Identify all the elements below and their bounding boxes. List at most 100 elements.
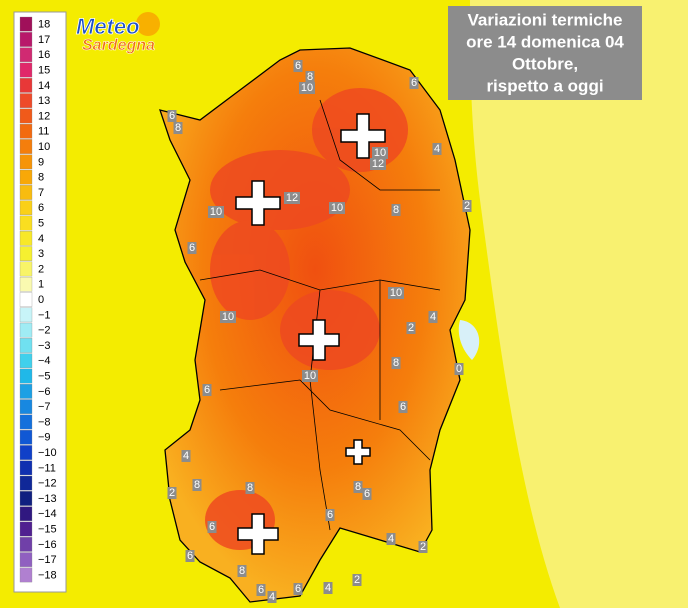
contour-label: 6: [258, 584, 264, 596]
label-box: [362, 488, 372, 500]
contour-label: 6: [295, 583, 301, 595]
label-box: [454, 363, 464, 375]
legend-label: 13: [38, 95, 50, 107]
label-box: [245, 482, 255, 494]
legend-swatch: [19, 475, 33, 491]
label-box: [370, 158, 386, 170]
logo-sun: [136, 12, 160, 36]
label-box: [256, 584, 266, 596]
contour-label: 6: [189, 242, 195, 254]
contour-label: 6: [327, 509, 333, 521]
label-box: [323, 582, 333, 594]
label-box: [428, 311, 438, 323]
legend-label: 0: [38, 294, 44, 306]
legend: 1817161514131211109876543210−1−2−3−4−5−6…: [19, 16, 57, 583]
contour-label: 4: [183, 450, 189, 462]
label-box: [388, 287, 404, 299]
label-box: [167, 487, 177, 499]
label-box: [353, 481, 363, 493]
contour-label: 12: [372, 158, 384, 170]
title-box: [448, 6, 642, 100]
logo: Meteo Sardegna: [76, 12, 160, 54]
legend-label: 17: [38, 34, 50, 46]
legend-label: −14: [38, 508, 57, 520]
contour-label: 4: [430, 311, 436, 323]
contour-label: 6: [169, 110, 175, 122]
sea-east: [470, 0, 688, 608]
label-box: [185, 550, 195, 562]
legend-label: 10: [38, 141, 50, 153]
legend-swatch: [19, 506, 33, 522]
legend-label: 4: [38, 233, 44, 245]
legend-swatch: [19, 460, 33, 476]
legend-swatch: [19, 537, 33, 552]
legend-swatch: [19, 399, 33, 414]
label-box: [207, 521, 217, 533]
label-box: [406, 322, 416, 334]
legend-label: −11: [38, 462, 56, 474]
contour-label: 4: [269, 591, 275, 603]
contour-label: 4: [325, 582, 331, 594]
legend-swatch: [19, 185, 33, 200]
contour-label: 10: [390, 287, 402, 299]
cool-area: [458, 320, 480, 360]
contour-label: 8: [355, 481, 361, 493]
legend-label: 11: [38, 126, 49, 138]
title-line: Variazioni termiche: [468, 10, 623, 29]
label-box: [293, 583, 303, 595]
contour-label: 8: [393, 357, 399, 369]
legend-swatch: [19, 32, 33, 47]
contour-label: 6: [295, 60, 301, 72]
label-box: [284, 192, 300, 204]
contour-label: 6: [400, 401, 406, 413]
label-box: [202, 384, 212, 396]
contour-label: 6: [209, 521, 215, 533]
title-line: rispetto a oggi: [486, 76, 603, 95]
legend-swatch: [19, 261, 33, 277]
legend-swatch: [19, 169, 33, 185]
legend-swatch: [19, 338, 33, 353]
label-box: [299, 82, 315, 94]
legend-label: 15: [38, 64, 50, 76]
contour-label: 8: [247, 482, 253, 494]
legend-label: −13: [38, 493, 57, 505]
legend-label: 14: [38, 80, 50, 92]
legend-label: −2: [38, 325, 51, 337]
contour-label: 12: [286, 192, 298, 204]
title-line: ore 14 domenica 04: [466, 32, 624, 51]
contour-label: 8: [307, 71, 313, 83]
label-box: [462, 200, 472, 212]
legend-swatch: [19, 78, 33, 93]
legend-swatch: [19, 123, 33, 139]
label-box: [293, 60, 303, 72]
title-line: Ottobre,: [512, 54, 578, 73]
title: Variazioni termiche ore 14 domenica 04 Ott…: [466, 10, 624, 95]
legend-swatch: [19, 108, 33, 124]
contour-label: 8: [194, 479, 200, 491]
contour-label: 8: [175, 122, 181, 134]
contour-label: 10: [301, 82, 313, 94]
legend-label: −10: [38, 447, 57, 459]
logo-text: Sardegna: [82, 37, 155, 54]
contour-label: 10: [374, 147, 386, 159]
legend-label: 18: [38, 19, 50, 31]
legend-label: −12: [38, 478, 57, 490]
plus-signs: [235, 113, 386, 555]
contour-label: 2: [354, 574, 360, 586]
contour-label: 2: [464, 200, 470, 212]
legend-label: −16: [38, 539, 57, 551]
contour-label: 0: [456, 363, 462, 375]
legend-label: 1: [38, 279, 44, 291]
label-box: [329, 202, 345, 214]
legend-swatch: [19, 292, 33, 307]
label-box: [391, 204, 401, 216]
legend-label: −4: [38, 355, 51, 367]
legend-label: −9: [38, 432, 51, 444]
contour-label: 4: [434, 143, 440, 155]
legend-swatch: [19, 16, 33, 32]
legend-swatch: [19, 62, 33, 78]
label-box: [267, 591, 277, 603]
legend-label: −6: [38, 386, 51, 398]
label-box: [386, 533, 396, 545]
